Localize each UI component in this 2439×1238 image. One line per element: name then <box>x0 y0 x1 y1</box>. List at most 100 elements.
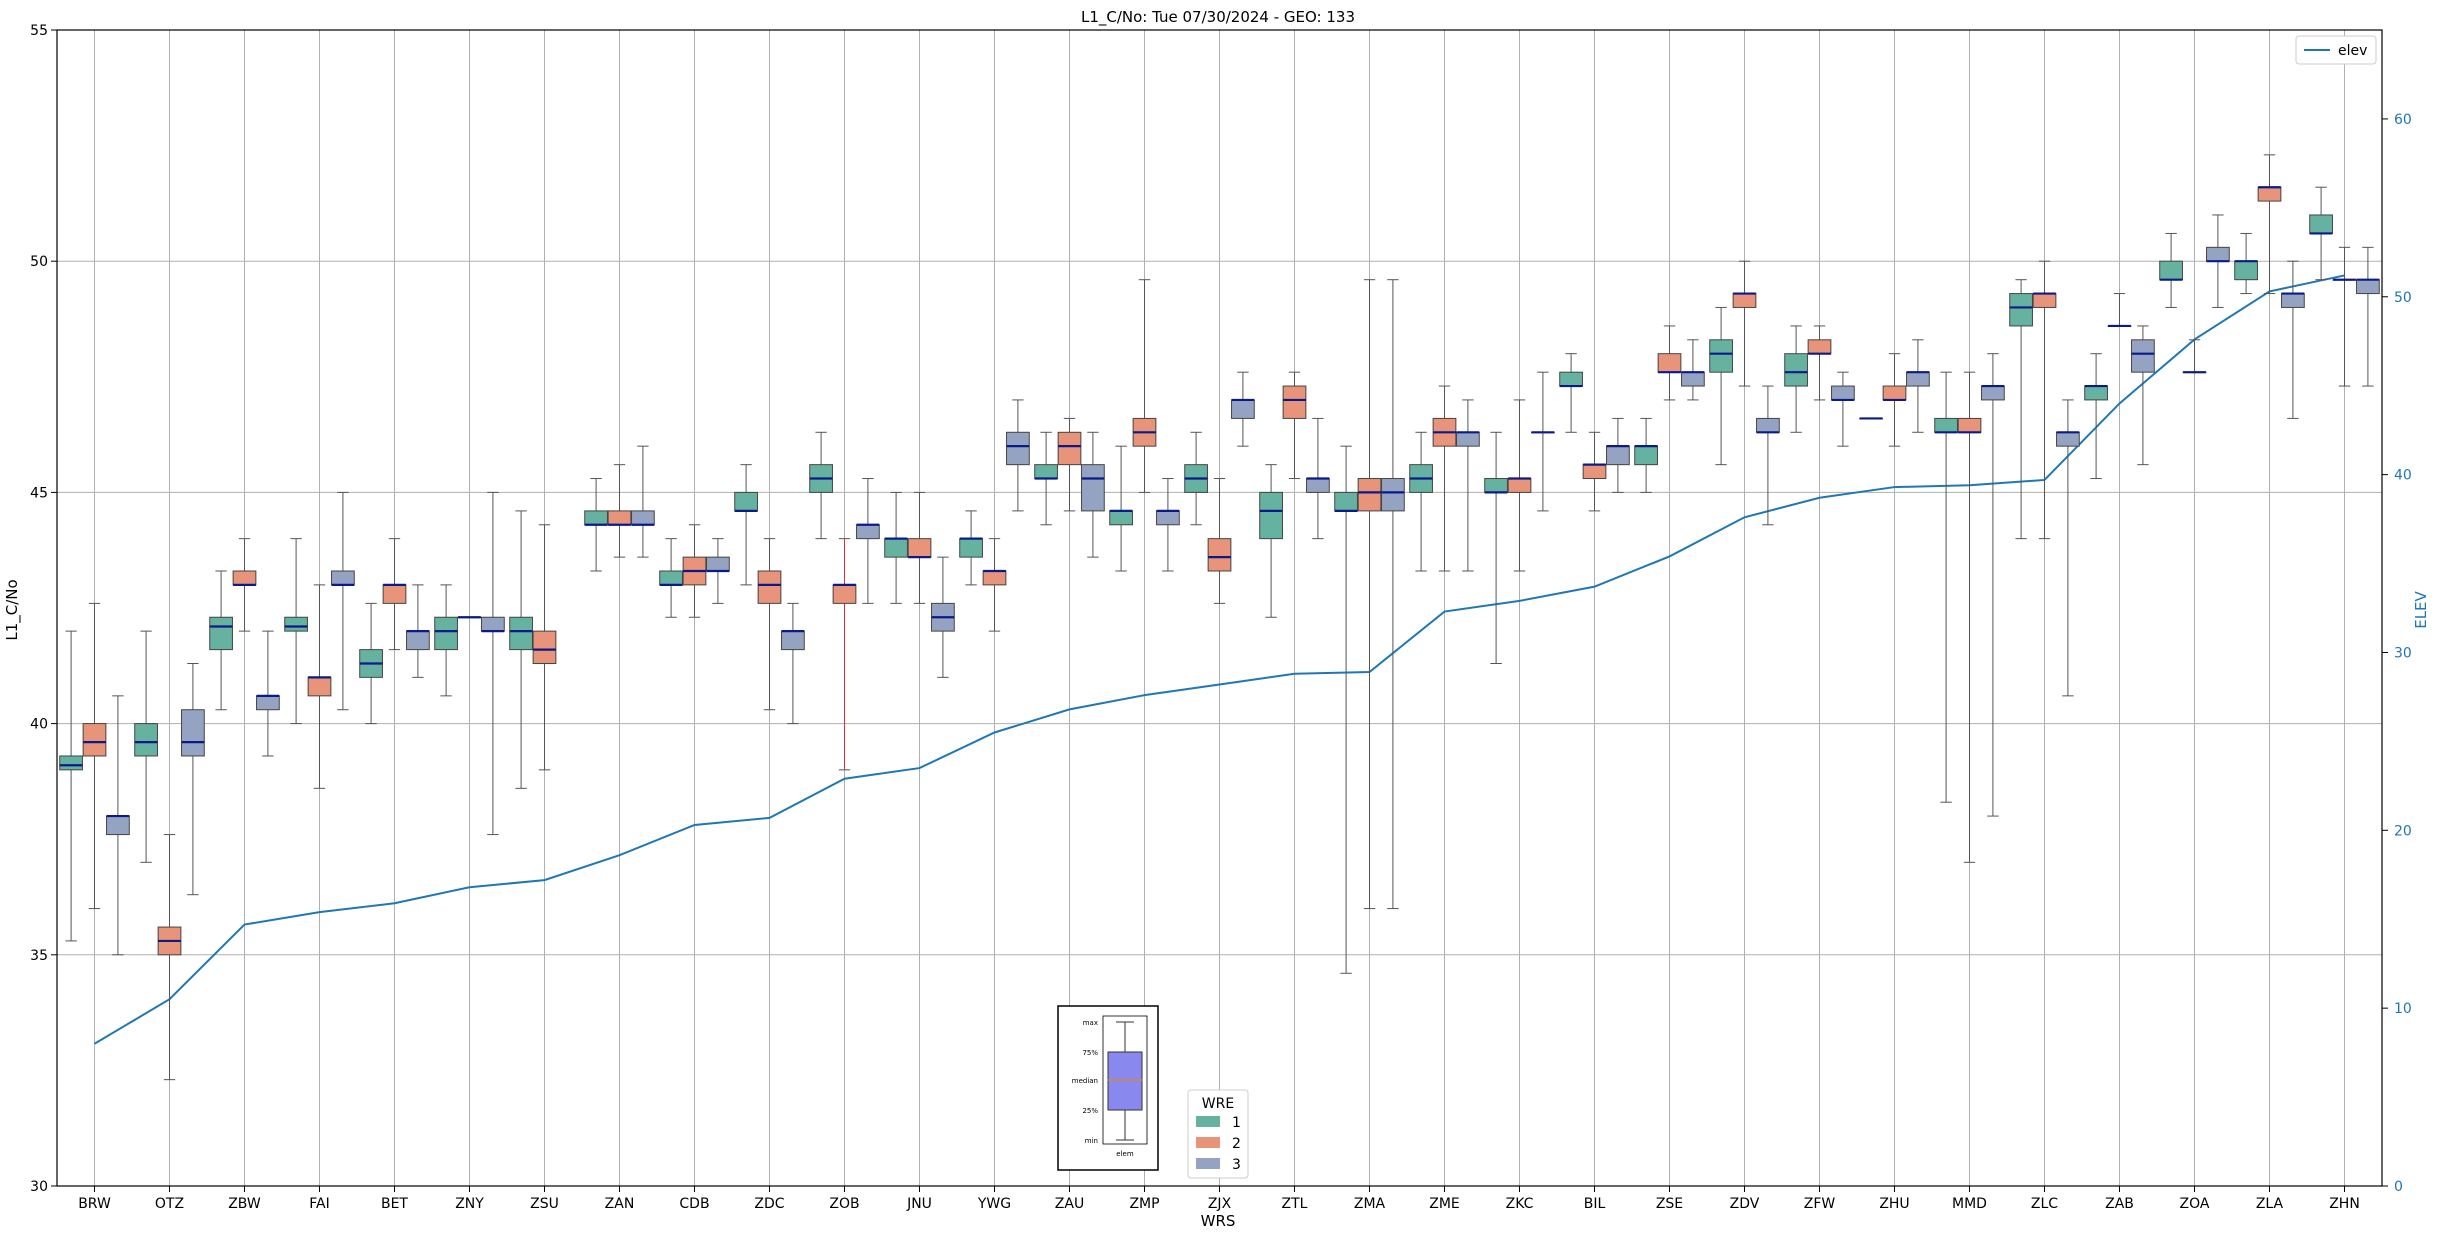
box-series-1 <box>284 538 308 725</box>
box-series-2 <box>157 834 182 1081</box>
box-series-2 <box>2032 260 2057 540</box>
x-tick-label: ZLA <box>2256 1196 2284 1212</box>
explainer-label-median: median <box>1072 1077 1098 1085</box>
explainer-label-min: min <box>1085 1137 1098 1145</box>
x-tick-label: ZME <box>1429 1196 1460 1212</box>
box-body <box>2234 260 2258 281</box>
box-body <box>1456 431 1480 447</box>
box-body <box>1507 478 1532 493</box>
y2-tick-label: 0 <box>2394 1179 2403 1195</box>
grid-lines <box>57 29 2382 1187</box>
box-body <box>1057 431 1082 466</box>
box-body <box>2131 339 2155 373</box>
box-series-1 <box>1859 417 1883 420</box>
box-series-3 <box>931 556 955 678</box>
x-tick-label: BRW <box>78 1196 111 1212</box>
wre-legend-swatch-1 <box>1196 1116 1220 1127</box>
box-series-1 <box>434 584 458 697</box>
box-body <box>1081 464 1105 512</box>
box-series-3 <box>2131 325 2155 466</box>
wre-legend-label-1: 1 <box>1232 1115 1241 1131</box>
box-body <box>832 584 857 604</box>
box-series-3 <box>256 630 280 757</box>
box-series-1 <box>1484 431 1508 664</box>
box-series-3 <box>181 662 205 896</box>
box-body <box>284 616 308 632</box>
box-body <box>509 616 533 651</box>
box-series-3 <box>1081 431 1105 558</box>
box-body <box>856 524 880 540</box>
box-series-3 <box>1681 339 1705 401</box>
box-body <box>1559 371 1583 387</box>
box-series-3 <box>2281 260 2305 419</box>
box-explainer: max 75% median 25% min elem <box>1057 1005 1159 1171</box>
box-series-1 <box>1709 306 1733 466</box>
box-body <box>1156 510 1180 526</box>
explainer-box <box>1107 1051 1143 1111</box>
box-series-2 <box>1357 279 1382 910</box>
box-series-2 <box>2182 339 2207 374</box>
box-body <box>134 723 158 757</box>
box-body <box>1582 464 1607 480</box>
box-body <box>1231 399 1255 419</box>
y2-tick-label: 50 <box>2394 290 2412 306</box>
box-body <box>1306 478 1330 493</box>
box-series-1 <box>2084 353 2108 480</box>
wre-legend-swatch-2 <box>1196 1137 1220 1148</box>
explainer-label-max: max <box>1083 1019 1098 1027</box>
box-series-2 <box>832 538 857 771</box>
box-body <box>1756 417 1780 433</box>
y-axis-title: L1_C/No <box>3 579 22 640</box>
box-series-2 <box>1432 385 1457 572</box>
box-plots <box>59 154 2380 1081</box>
box-body <box>1709 339 1733 373</box>
box-series-3 <box>1156 478 1180 572</box>
x-tick-label: BIL <box>1584 1196 1606 1212</box>
box-series-3 <box>1531 371 1555 512</box>
box-body <box>1034 464 1058 480</box>
box-body <box>2009 293 2033 327</box>
box-body <box>1831 385 1855 401</box>
box-series-2 <box>682 524 707 618</box>
x-tick-label: FAI <box>309 1196 329 1212</box>
x-tick-label: ZDC <box>754 1196 784 1212</box>
box-series-2 <box>1807 325 1832 401</box>
box-body <box>2281 293 2305 308</box>
box-body <box>982 570 1007 586</box>
box-series-2 <box>1282 371 1307 480</box>
box-series-2 <box>982 538 1007 632</box>
box-body <box>907 538 932 558</box>
box-series-3 <box>1381 279 1405 910</box>
box-series-1 <box>359 602 383 725</box>
box-series-2 <box>307 584 332 789</box>
box-body <box>1357 478 1382 512</box>
x-tick-label: ZMP <box>1129 1196 1159 1212</box>
box-body <box>706 556 730 572</box>
box-series-2 <box>1132 279 1157 493</box>
x-tick-label: ZAN <box>605 1196 635 1212</box>
box-series-3 <box>1981 353 2005 817</box>
x-tick-label: ZDV <box>1730 1196 1760 1212</box>
chart-title: L1_C/No: Tue 07/30/2024 - GEO: 133 <box>1081 8 1355 27</box>
box-body <box>2356 279 2380 295</box>
box-series-2 <box>757 538 782 711</box>
box-series-2 <box>532 524 557 771</box>
x-tick-label: ZHN <box>2329 1196 2360 1212</box>
box-series-2 <box>1057 417 1082 512</box>
box-body <box>1259 491 1283 540</box>
box-body <box>2084 385 2108 401</box>
x-tick-label: JNU <box>906 1196 932 1212</box>
box-series-2 <box>2332 246 2357 387</box>
box-body <box>631 510 655 526</box>
elev-legend-label: elev <box>2338 43 2367 59</box>
y-tick-label: 50 <box>30 254 48 270</box>
box-series-1 <box>1259 464 1283 618</box>
box-series-1 <box>1184 431 1208 526</box>
x-tick-label: YWG <box>977 1196 1011 1212</box>
box-series-3 <box>1306 417 1330 540</box>
box-body <box>532 630 557 664</box>
box-series-3 <box>856 478 880 604</box>
plot-frame <box>56 29 2383 1187</box>
x-tick-label: ZFW <box>1804 1196 1836 1212</box>
